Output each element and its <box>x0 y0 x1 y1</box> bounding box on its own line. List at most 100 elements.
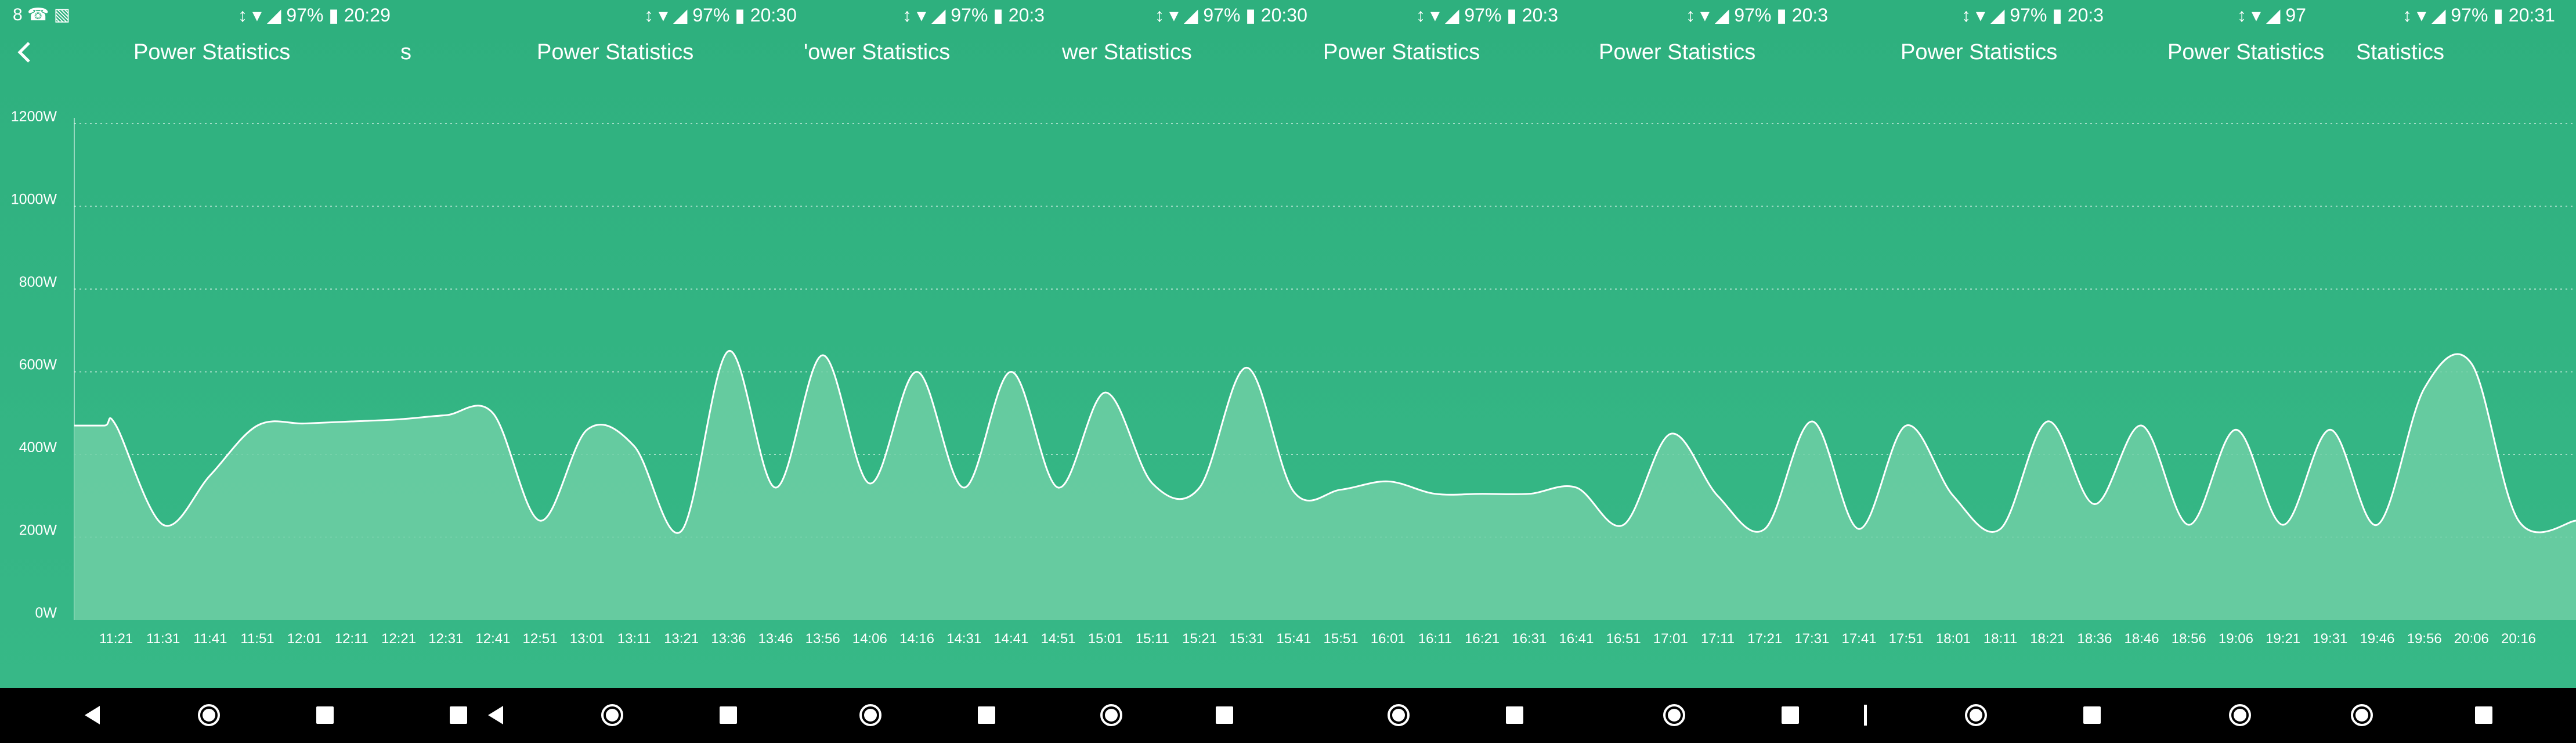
data-point <box>1763 527 1766 531</box>
x-tick-label: 18:56 <box>2172 631 2206 647</box>
home-circle-icon[interactable] <box>2349 702 2375 728</box>
data-point <box>1151 482 1154 485</box>
status-segment: ↕ ▾ ◢ 97% ▮ 20:29 <box>238 5 391 26</box>
data-point <box>1292 490 1295 493</box>
home-circle-icon[interactable] <box>1386 702 1411 728</box>
x-tick-label: 18:46 <box>2125 631 2159 647</box>
page-title: Power Statistics <box>537 40 694 64</box>
x-tick-label: 17:41 <box>1841 631 1876 647</box>
data-point <box>633 445 636 448</box>
series-line <box>74 350 2576 534</box>
data-point <box>774 486 777 489</box>
data-point <box>2375 523 2379 526</box>
home-circle-icon[interactable] <box>1661 702 1687 728</box>
data-point <box>1339 488 1343 492</box>
recents-square-icon[interactable] <box>1212 702 1237 728</box>
x-tick-label: 12:51 <box>523 631 558 647</box>
x-tick-label: 14:41 <box>993 631 1028 647</box>
data-point <box>2281 523 2285 526</box>
x-tick-label: 13:46 <box>758 631 793 647</box>
data-point <box>1622 523 1625 526</box>
data-point <box>680 529 683 533</box>
data-point <box>915 370 919 374</box>
x-tick-label: 19:06 <box>2219 631 2253 647</box>
x-tick-label: 16:21 <box>1465 631 1500 647</box>
x-tick-label: 19:31 <box>2313 631 2347 647</box>
chevron-left-icon <box>17 42 30 63</box>
x-tick-label: 18:11 <box>1984 631 2017 647</box>
x-tick-label: 11:31 <box>146 631 180 647</box>
status-segment: ↕ ▾ ◢ 97% ▮ 20:3 <box>1686 5 1829 26</box>
recents-square-icon[interactable] <box>716 702 741 728</box>
page-title: Power Statistics <box>1901 40 2058 64</box>
x-tick-label: 13:01 <box>570 631 605 647</box>
back-triangle-icon[interactable] <box>483 702 509 728</box>
data-point <box>821 354 825 357</box>
data-point <box>586 428 589 431</box>
home-circle-icon[interactable] <box>2227 702 2253 728</box>
recents-square-icon[interactable] <box>2471 702 2496 728</box>
back-bar-icon[interactable] <box>1853 702 1878 728</box>
home-circle-icon[interactable] <box>599 702 625 728</box>
recents-square-icon[interactable] <box>974 702 999 728</box>
y-tick-label: 0W <box>35 605 57 621</box>
x-tick-label: 19:21 <box>2266 631 2300 647</box>
data-point <box>2234 428 2238 431</box>
data-point <box>2328 428 2332 431</box>
y-tick-label: 800W <box>19 274 57 290</box>
page-title: wer Statistics <box>1062 40 1192 64</box>
x-tick-label: 15:21 <box>1182 631 1217 647</box>
data-point <box>2423 387 2426 390</box>
x-tick-label: 16:51 <box>1606 631 1641 647</box>
home-circle-icon[interactable] <box>1963 702 1989 728</box>
back-button[interactable] <box>13 39 36 65</box>
status-segment: ↕ ▾ ◢ 97% ▮ 20:31 <box>2402 5 2555 26</box>
data-point <box>491 412 494 415</box>
area-fill <box>74 351 2576 620</box>
home-circle-icon[interactable] <box>858 702 883 728</box>
data-point <box>114 424 118 427</box>
x-tick-label: 19:46 <box>2360 631 2394 647</box>
back-triangle-icon[interactable] <box>80 702 106 728</box>
recents-square-icon[interactable] <box>312 702 338 728</box>
page-title: Power Statistics <box>2167 40 2325 64</box>
page-title: Power Statistics <box>1599 40 1756 64</box>
data-point <box>161 523 165 526</box>
recents-square-icon[interactable] <box>1502 702 1527 728</box>
x-tick-label: 12:31 <box>428 631 463 647</box>
x-tick-label: 20:06 <box>2454 631 2489 647</box>
status-segment: ↕ ▾ ◢ 97% ▮ 20:3 <box>1416 5 1559 26</box>
recents-square-icon[interactable] <box>446 702 471 728</box>
home-circle-icon[interactable] <box>1099 702 1124 728</box>
data-point <box>2187 523 2191 526</box>
recents-square-icon[interactable] <box>2079 702 2105 728</box>
x-tick-label: 18:21 <box>2030 631 2065 647</box>
power-chart: 0W 200W 400W 600W 800W 1000W 1200W 11:21 11:31 11… <box>11 109 2576 647</box>
status-segment: ↕ ▾ ◢ 97 <box>2237 5 2306 26</box>
status-segment: ↕ ▾ ◢ 97% ▮ 20:30 <box>1155 5 1307 26</box>
x-tick-label: 11:21 <box>99 631 133 647</box>
data-point <box>1574 486 1578 489</box>
data-point <box>2517 519 2520 522</box>
x-tick-label: 19:56 <box>2407 631 2442 647</box>
data-point <box>1104 391 1107 394</box>
recents-square-icon[interactable] <box>1777 702 1803 728</box>
data-point <box>350 420 353 423</box>
x-tick-label: 15:11 <box>1136 631 1169 647</box>
data-point <box>208 474 212 477</box>
data-point <box>1386 479 1390 483</box>
x-tick-label: 18:01 <box>1936 631 1971 647</box>
status-left-icons: 8 ☎ ▧ <box>13 5 71 24</box>
y-tick-label: 400W <box>19 439 57 456</box>
status-segment: ↕ ▾ ◢ 97% ▮ 20:3 <box>902 5 1045 26</box>
page-title: Statistics <box>2356 40 2445 64</box>
data-point <box>1245 366 1248 369</box>
x-tick-label: 13:56 <box>805 631 840 647</box>
data-point <box>256 424 259 427</box>
page-title: 'ower Statistics <box>804 40 951 64</box>
home-circle-icon[interactable] <box>196 702 222 728</box>
y-tick-label: 200W <box>19 522 57 539</box>
x-tick-label: 13:36 <box>711 631 746 647</box>
data-point <box>2046 420 2049 423</box>
x-tick-label: 14:51 <box>1040 631 1075 647</box>
